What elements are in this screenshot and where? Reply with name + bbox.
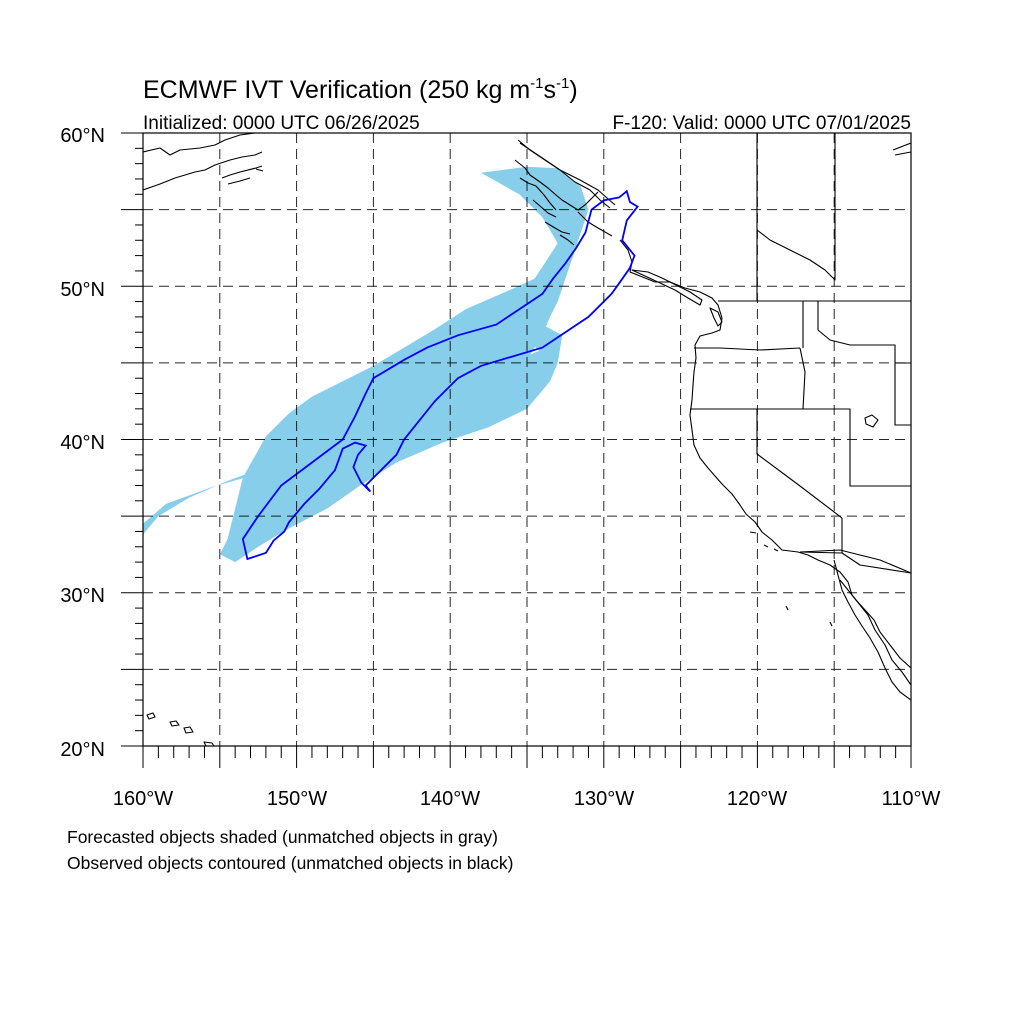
lat-label-40: 40°N: [60, 432, 105, 454]
canada-interior-lines: [757, 133, 835, 301]
lon-label-140w: 140°W: [420, 788, 480, 810]
channel-islands: [750, 532, 832, 626]
lat-label-30: 30°N: [60, 585, 105, 607]
great-salt-lake: [865, 415, 878, 427]
hawaii-islands: [147, 713, 214, 746]
lon-label-110w: 110°W: [882, 788, 941, 810]
baja-coastline: [834, 560, 911, 700]
axis-ticks: [121, 133, 911, 768]
lat-label-60: 60°N: [60, 125, 105, 147]
west-coast-coastline: [620, 240, 911, 685]
lon-label-120w: 120°W: [727, 788, 787, 810]
valid-time-label: F-120: Valid: 0000 UTC 07/01/2025: [612, 113, 911, 134]
vancouver-island: [632, 270, 702, 305]
forecast-ivt-object: [143, 167, 588, 562]
nw-coast-islands: [893, 143, 911, 155]
lat-lon-grid: [143, 133, 911, 746]
state-borders: [690, 301, 911, 573]
lon-label-130w: 130°W: [574, 788, 634, 810]
lon-label-160w: 160°W: [113, 788, 173, 810]
caption-observed: Observed objects contoured (unmatched ob…: [67, 853, 514, 873]
lon-label-150w: 150°W: [267, 788, 327, 810]
longitude-labels: 160°W 150°W 140°W 130°W 120°W 110°W: [113, 788, 941, 810]
chart-title: ECMWF IVT Verification (250 kg m-1s-1): [143, 75, 578, 104]
lat-label-20: 20°N: [60, 739, 105, 761]
ivt-verification-map: ECMWF IVT Verification (250 kg m-1s-1) I…: [0, 0, 1024, 1024]
map-area: [143, 133, 911, 746]
latitude-labels: 60°N 50°N 40°N 30°N 20°N: [60, 125, 105, 761]
caption-forecast: Forecasted objects shaded (unmatched obj…: [67, 827, 498, 847]
init-time-label: Initialized: 0000 UTC 06/26/2025: [143, 113, 420, 134]
lat-label-50: 50°N: [60, 279, 105, 301]
alaska-coastline: [143, 133, 263, 190]
